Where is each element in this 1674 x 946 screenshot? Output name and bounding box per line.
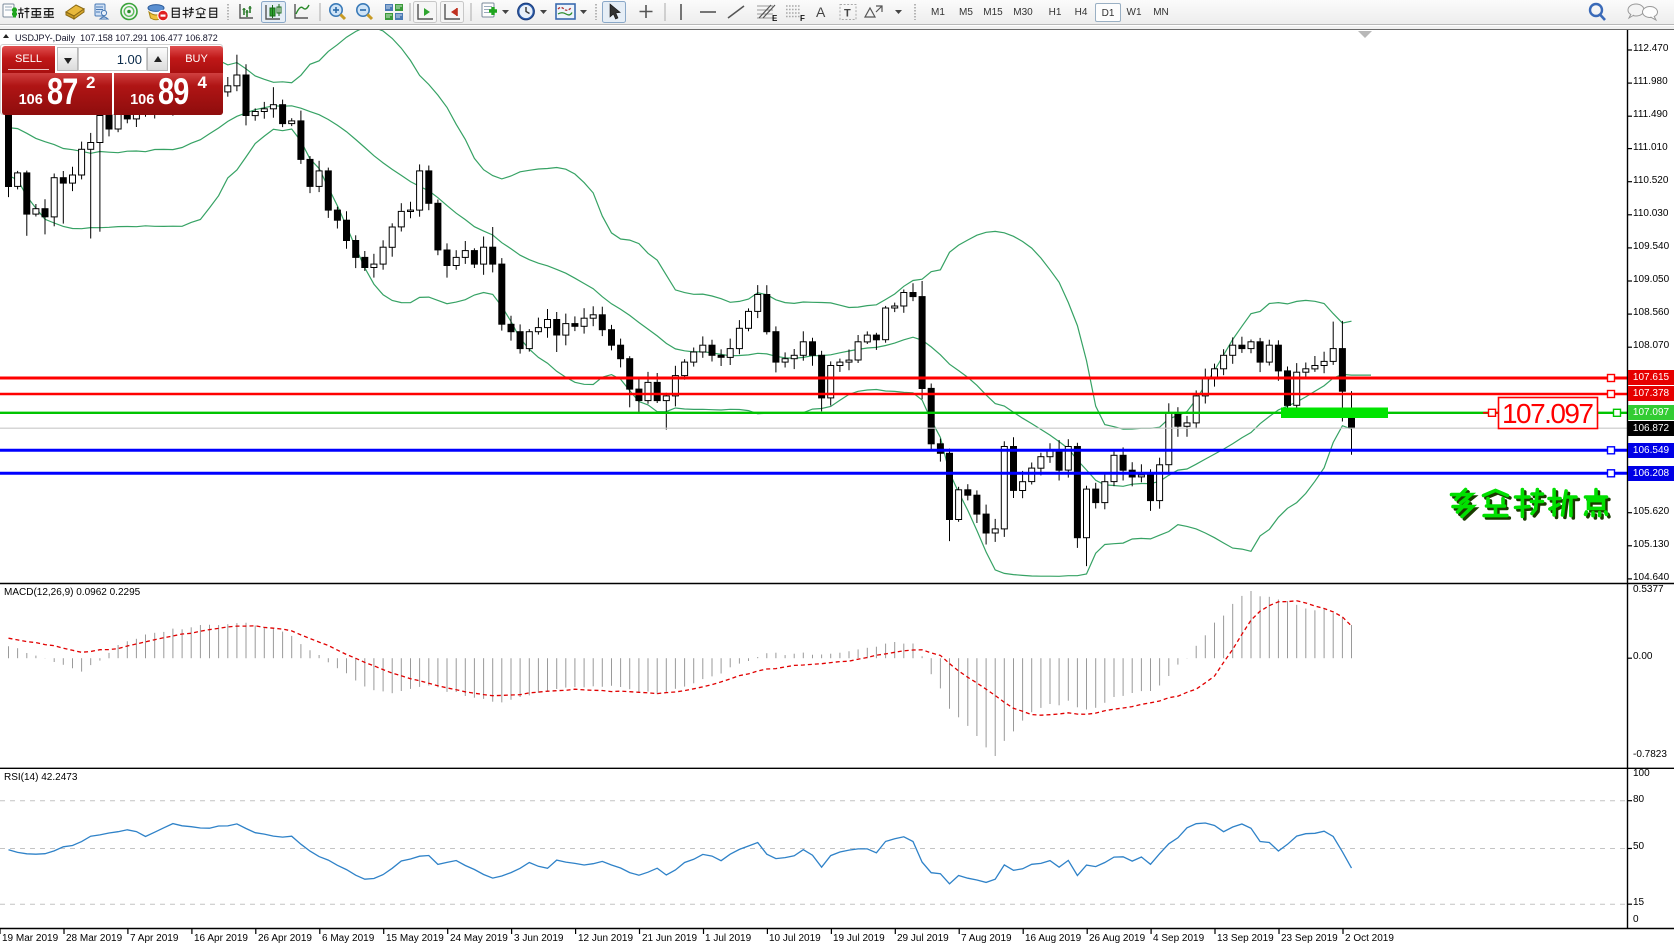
svg-text:T: T [844, 8, 851, 20]
svg-text:E: E [772, 14, 778, 23]
svg-text:107.097: 107.097 [1502, 398, 1594, 429]
svg-text:F: F [800, 14, 805, 23]
svg-text:A: A [816, 4, 826, 20]
